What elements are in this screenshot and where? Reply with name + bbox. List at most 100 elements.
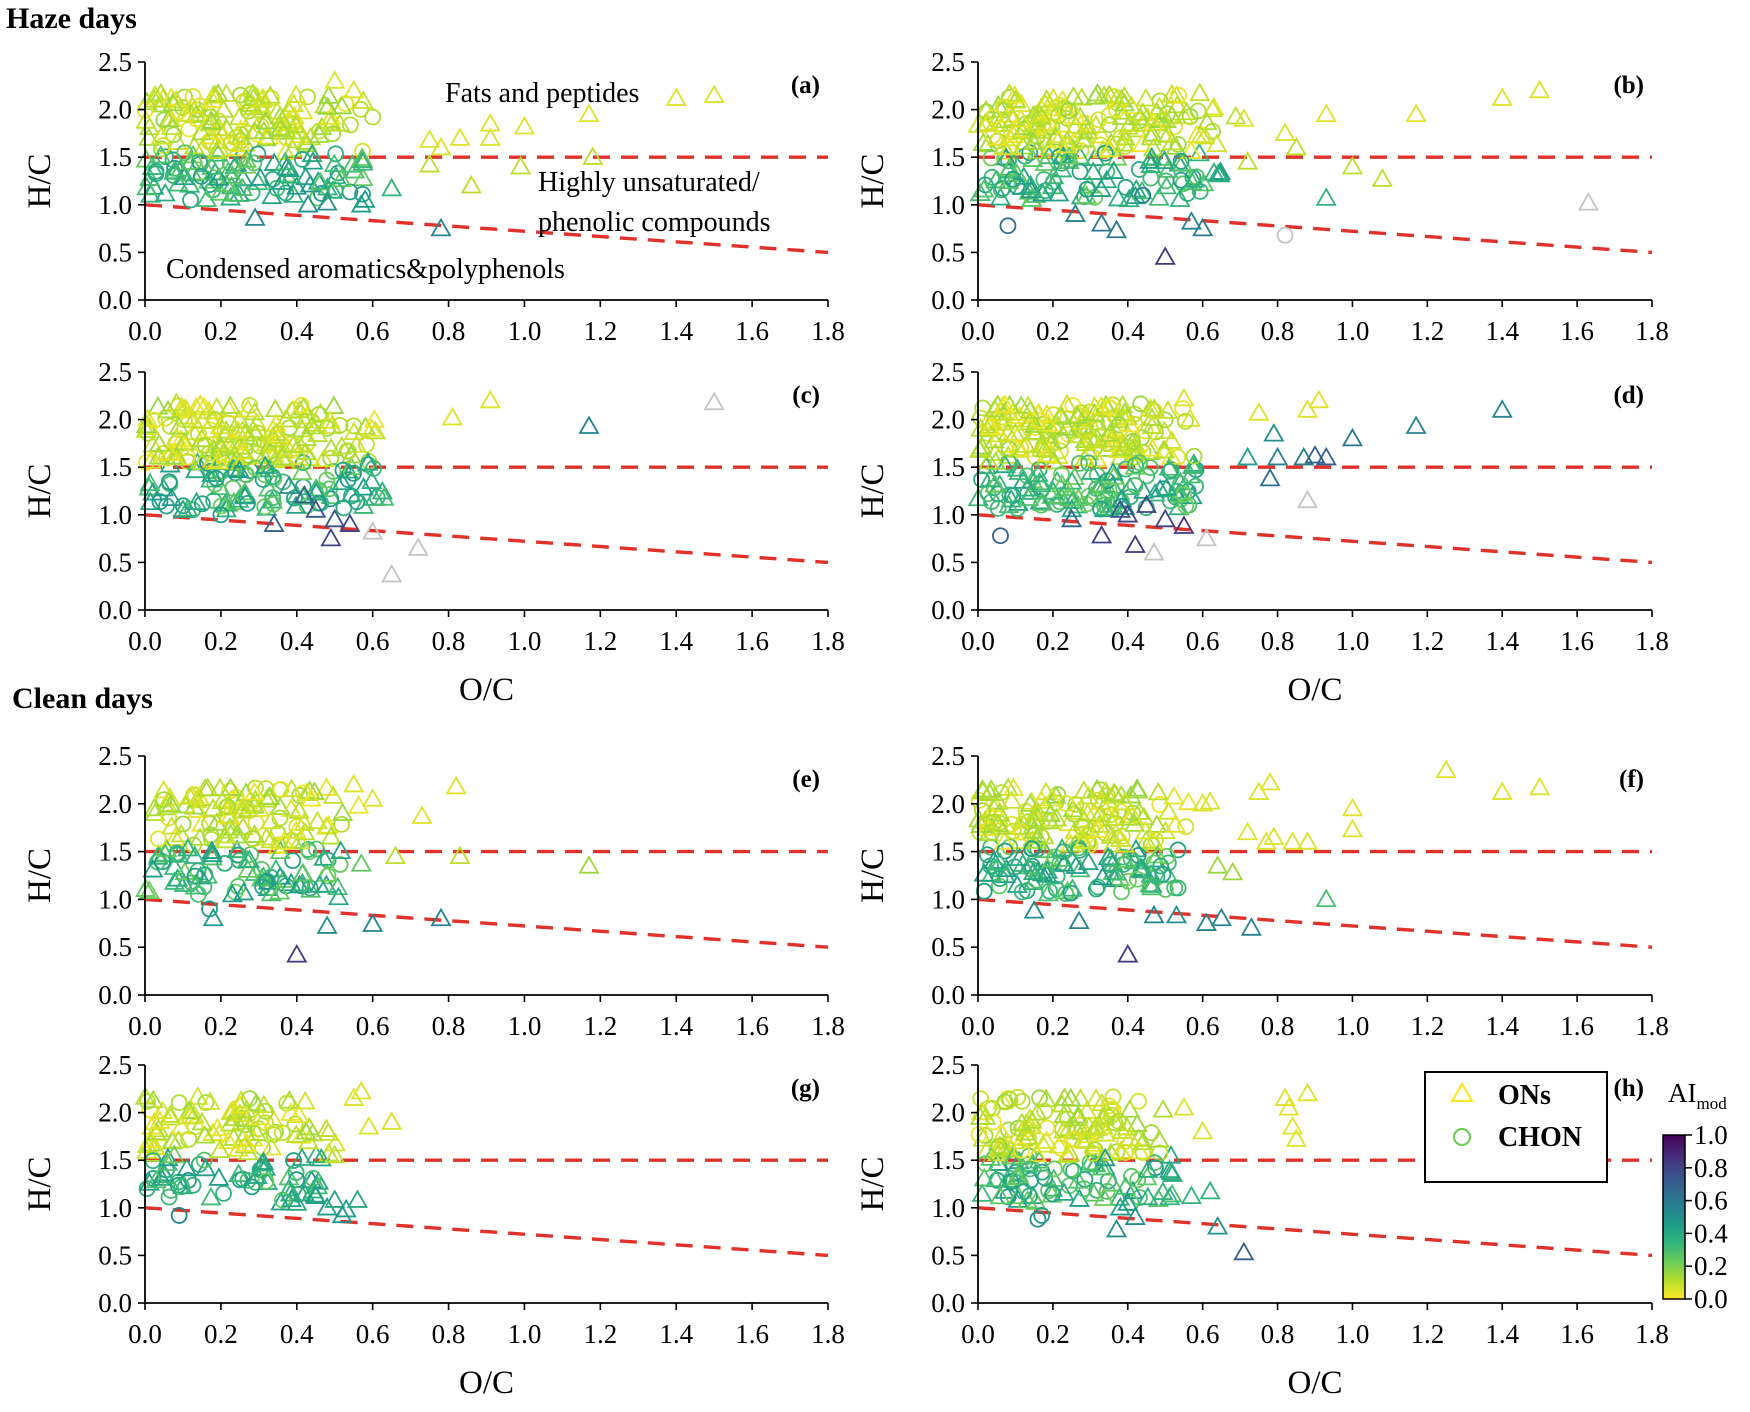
y-tick-label: 0.5 xyxy=(931,932,965,962)
data-point-triangle xyxy=(161,815,183,835)
y-tick-label: 0.5 xyxy=(931,547,965,577)
y-tick-label: 0.0 xyxy=(931,595,965,625)
data-point-triangle xyxy=(234,481,256,501)
data-point-triangle xyxy=(343,1087,365,1106)
data-point-triangle xyxy=(1491,781,1513,800)
data-point-triangle xyxy=(1296,831,1319,850)
data-point-triangle xyxy=(200,1186,222,1206)
data-point-triangle xyxy=(1119,413,1141,433)
panel-b: 0.0 0.2 0.4 0.6 0.8 1.0 1.2 1.4 1.6 1.8 0.0 0.5 1.0 1… xyxy=(855,47,1669,346)
data-point-triangle xyxy=(297,1130,320,1150)
x-tick-label: 0.0 xyxy=(961,316,995,346)
y-tick-label: 2.0 xyxy=(98,95,132,125)
data-point-triangle xyxy=(226,839,248,858)
data-point-triangle xyxy=(283,105,305,125)
data-point-circle xyxy=(157,148,174,166)
data-point-triangle xyxy=(1020,179,1042,199)
data-point-triangle xyxy=(1091,213,1113,232)
data-point-triangle xyxy=(1012,853,1034,872)
data-point-triangle xyxy=(1124,534,1146,553)
data-point-triangle xyxy=(219,1113,241,1132)
data-point-triangle xyxy=(229,1103,251,1122)
data-point-triangle xyxy=(362,788,384,807)
data-point-triangle xyxy=(313,448,335,468)
data-point-triangle xyxy=(1196,111,1218,131)
data-point-triangle xyxy=(1194,125,1216,145)
y-tick-label: 2.0 xyxy=(98,1098,132,1128)
data-point-triangle xyxy=(260,829,282,849)
colorbar: AImod 1.00.80.60.40.20.0 xyxy=(1662,1078,1728,1314)
x-tick-label: 1.0 xyxy=(508,1319,542,1349)
data-point-triangle xyxy=(153,779,175,799)
data-point-triangle xyxy=(1123,850,1145,870)
data-point-circle xyxy=(318,471,336,489)
data-point-triangle xyxy=(419,154,441,173)
data-point-triangle xyxy=(235,149,258,168)
data-point-triangle xyxy=(1267,446,1289,466)
x-tick-label: 1.6 xyxy=(1560,1319,1594,1349)
data-point-triangle xyxy=(211,790,233,810)
data-point-triangle xyxy=(213,99,235,118)
data-point-triangle xyxy=(308,124,330,143)
panel-label: (h) xyxy=(1613,1075,1644,1102)
data-point-circle xyxy=(999,217,1017,235)
data-point-triangle xyxy=(578,415,600,434)
ref-line-aromatic xyxy=(977,513,1653,565)
ref-line-aromatic xyxy=(144,513,829,565)
legend-circle-icon xyxy=(1452,1127,1472,1147)
panels-layer: 0.0 0.2 0.4 0.6 0.8 1.0 1.2 1.4 1.6 1.8 0.0 0.5 1.0 1… xyxy=(22,47,1669,1401)
data-point-triangle xyxy=(1031,106,1053,125)
data-point-circle xyxy=(174,99,191,116)
data-point-triangle xyxy=(1180,140,1202,159)
data-point-circle xyxy=(257,1102,274,1120)
data-point-triangle xyxy=(1154,508,1176,528)
ref-line-aromatic xyxy=(977,897,1653,949)
data-point-triangle xyxy=(1179,408,1201,427)
data-point-triangle xyxy=(1195,912,1217,931)
data-point-circle xyxy=(1089,878,1107,896)
data-point-circle xyxy=(1101,856,1119,873)
data-point-triangle xyxy=(1090,178,1112,197)
data-point-triangle xyxy=(204,433,227,452)
x-tick-label: 1.0 xyxy=(508,626,542,656)
data-point-triangle xyxy=(294,1090,316,1110)
data-point-triangle xyxy=(365,420,387,440)
data-point-triangle xyxy=(1010,395,1032,414)
data-point-triangle xyxy=(419,129,441,148)
x-tick-label: 1.0 xyxy=(508,1011,542,1041)
data-point-circle xyxy=(168,844,186,862)
data-point-triangle xyxy=(1061,498,1083,518)
data-point-triangle xyxy=(1051,473,1073,493)
data-point-triangle xyxy=(1085,114,1107,134)
data-point-circle xyxy=(1092,136,1109,154)
data-point-triangle xyxy=(300,879,322,898)
data-point-circle xyxy=(273,1124,291,1142)
data-point-triangle xyxy=(1107,187,1129,207)
data-point-circle xyxy=(988,1140,1006,1158)
x-tick-label: 0.2 xyxy=(204,1319,238,1349)
data-point-triangle xyxy=(201,846,223,866)
y-tick-label: 0.5 xyxy=(98,1240,132,1270)
data-point-triangle xyxy=(1025,421,1047,441)
data-point-triangle xyxy=(285,84,307,103)
data-point-triangle xyxy=(350,853,372,872)
data-point-triangle xyxy=(985,1168,1007,1188)
data-point-triangle xyxy=(407,537,429,556)
data-point-triangle xyxy=(280,165,302,184)
data-point-circle xyxy=(271,809,289,827)
data-point-triangle xyxy=(970,1101,992,1121)
x-tick-label: 1.0 xyxy=(1336,626,1370,656)
data-point-triangle xyxy=(147,846,169,865)
data-point-triangle xyxy=(236,1133,258,1152)
data-point-triangle xyxy=(1085,1153,1107,1172)
data-point-triangle xyxy=(1529,79,1551,99)
data-point-triangle xyxy=(233,881,255,901)
data-point-circle xyxy=(146,411,163,429)
series-points-c xyxy=(135,389,725,583)
data-point-triangle xyxy=(154,182,176,202)
data-point-triangle xyxy=(1045,785,1067,804)
data-point-triangle xyxy=(309,171,331,191)
data-point-circle xyxy=(257,873,275,891)
data-point-triangle xyxy=(1102,462,1124,481)
data-point-triangle xyxy=(162,92,184,112)
